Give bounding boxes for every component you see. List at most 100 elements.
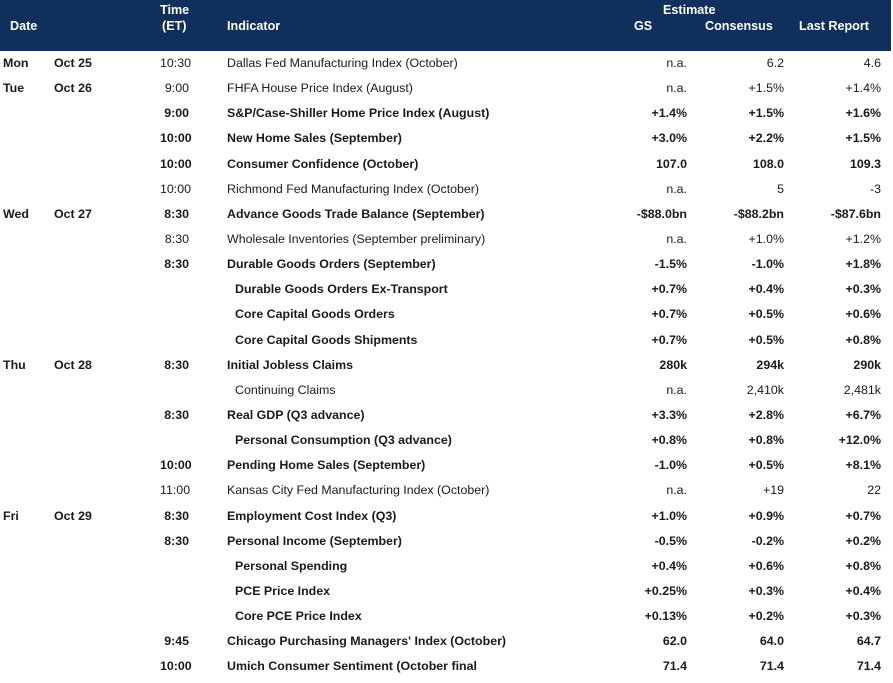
row-consensus: -$88.2bn — [733, 206, 784, 221]
row-indicator: Core Capital Goods Orders — [235, 307, 395, 322]
row-indicator: Employment Cost Index (Q3) — [227, 508, 397, 523]
row-date: Oct 27 — [54, 206, 92, 221]
table-row: 10:00 Richmond Fed Manufacturing Index (O… — [0, 177, 893, 202]
table-row: Fri Oct 29 8:30 Employment Cost Index (Q3) +… — [0, 504, 893, 529]
row-last-report: 2,481k — [843, 382, 881, 397]
row-last-report: +6.7% — [845, 407, 881, 422]
table-row: 8:30 Real GDP (Q3 advance) +3.3% +2.8% +6.7% — [0, 403, 893, 428]
row-indicator: Core Capital Goods Shipments — [235, 332, 418, 347]
row-last-report: +0.4% — [845, 583, 881, 598]
row-gs-estimate: +0.8% — [651, 433, 687, 448]
table-row: 8:30 Wholesale Inventories (September pre… — [0, 227, 893, 252]
row-day: Tue — [3, 81, 25, 96]
row-consensus: +0.4% — [748, 282, 784, 297]
row-time: 10:00 — [160, 659, 192, 674]
row-gs-estimate: 62.0 — [662, 634, 687, 649]
row-consensus: 108.0 — [752, 156, 784, 171]
row-last-report: 22 — [867, 483, 881, 498]
row-consensus: +0.3% — [748, 583, 784, 598]
row-last-report: -$87.6bn — [830, 206, 881, 221]
table-row: Wed Oct 27 8:30 Advance Goods Trade Balance… — [0, 202, 893, 227]
table-row: Durable Goods Orders Ex-Transport +0.7% +0… — [0, 277, 893, 302]
table-row: Continuing Claims n.a. 2,410k 2,481k — [0, 378, 893, 403]
row-time: 9:45 — [164, 634, 189, 649]
row-gs-estimate: +3.0% — [651, 131, 687, 146]
table-row: Core Capital Goods Orders +0.7% +0.5% +0.6% — [0, 302, 893, 327]
header-time-line2: (ET) — [162, 19, 187, 33]
row-consensus: 64.0 — [759, 634, 784, 649]
table-row: 10:00 Consumer Confidence (October) 107.0 1… — [0, 152, 893, 177]
row-indicator: Core PCE Price Index — [235, 609, 362, 624]
row-time: 10:00 — [160, 458, 192, 473]
row-indicator: Dallas Fed Manufacturing Index (October) — [227, 56, 458, 70]
row-indicator: Wholesale Inventories (September prelimi… — [227, 231, 486, 246]
row-time: 8:30 — [164, 231, 189, 246]
row-gs-estimate: n.a. — [666, 181, 687, 196]
row-gs-estimate: 71.4 — [662, 659, 687, 674]
row-last-report: +0.7% — [845, 508, 881, 523]
row-gs-estimate: +0.7% — [651, 332, 687, 347]
row-consensus: +0.5% — [748, 458, 784, 473]
row-last-report: 71.4 — [856, 659, 881, 674]
row-time: 8:30 — [164, 533, 189, 548]
row-gs-estimate: -1.5% — [654, 257, 687, 272]
row-consensus: 6.2 — [766, 56, 784, 70]
row-last-report: +0.6% — [845, 307, 881, 322]
row-time: 8:30 — [164, 407, 189, 422]
header-date: Date — [10, 19, 38, 33]
row-date: Oct 26 — [54, 81, 92, 96]
row-last-report: +0.2% — [845, 533, 881, 548]
row-date: Oct 25 — [54, 56, 92, 70]
table-row: 10:00 New Home Sales (September) +3.0% +2.2… — [0, 126, 893, 151]
header-consensus: Consensus — [705, 19, 773, 33]
row-last-report: +12.0% — [838, 433, 881, 448]
row-time: 8:30 — [164, 257, 189, 272]
row-time: 8:30 — [164, 206, 189, 221]
header-indicator: Indicator — [227, 19, 281, 33]
table-row: 8:30 Personal Income (September) -0.5% -0.2… — [0, 529, 893, 554]
table-header: Date Time (ET) Indicator Estimate GS Con… — [0, 0, 891, 51]
row-gs-estimate: n.a. — [666, 382, 687, 397]
row-last-report: 290k — [853, 357, 881, 372]
row-last-report: +8.1% — [845, 458, 881, 473]
row-last-report: -3 — [869, 181, 881, 196]
row-last-report: +1.5% — [845, 131, 881, 146]
row-consensus: 71.4 — [759, 659, 784, 674]
row-gs-estimate: +0.7% — [651, 282, 687, 297]
row-time: 10:00 — [160, 131, 192, 146]
header-last-report: Last Report — [799, 19, 869, 33]
row-last-report: +1.4% — [845, 81, 881, 96]
row-indicator: Durable Goods Orders (September) — [227, 257, 436, 272]
table-row: Tue Oct 26 9:00 FHFA House Price Index (Aug… — [0, 76, 893, 101]
row-indicator: Personal Consumption (Q3 advance) — [235, 433, 452, 448]
table-row: 10:00 Pending Home Sales (September) -1.0%… — [0, 453, 893, 478]
row-gs-estimate: -0.5% — [654, 533, 687, 548]
row-consensus: +0.5% — [748, 307, 784, 322]
table-body: Mon Oct 25 10:30 Dallas Fed Manufacturing I… — [0, 51, 893, 680]
table-row: Thu Oct 28 8:30 Initial Jobless Claims 280k 2… — [0, 353, 893, 378]
row-time: 9:00 — [164, 106, 189, 121]
row-indicator: S&P/Case-Shiller Home Price Index (Augus… — [227, 106, 490, 121]
row-consensus: +1.5% — [748, 81, 784, 96]
row-gs-estimate: +1.0% — [651, 508, 687, 523]
row-last-report: +0.3% — [845, 609, 881, 624]
row-gs-estimate: +0.13% — [644, 609, 687, 624]
row-date: Oct 29 — [54, 508, 92, 523]
table-row: PCE Price Index +0.25% +0.3% +0.4% — [0, 579, 893, 604]
row-indicator: Personal Spending — [235, 558, 348, 573]
table-row: Core PCE Price Index +0.13% +0.2% +0.3% — [0, 604, 893, 629]
row-indicator: Advance Goods Trade Balance (September) — [227, 206, 485, 221]
row-consensus: +0.6% — [748, 558, 784, 573]
row-time: 10:00 — [160, 181, 192, 196]
row-time: 8:30 — [164, 357, 189, 372]
row-last-report: +0.3% — [845, 282, 881, 297]
row-gs-estimate: n.a. — [666, 56, 687, 70]
row-consensus: +1.0% — [748, 231, 784, 246]
row-day: Fri — [3, 508, 19, 523]
row-indicator: Richmond Fed Manufacturing Index (Octobe… — [227, 181, 480, 196]
table-row: Mon Oct 25 10:30 Dallas Fed Manufacturing I… — [0, 51, 893, 76]
header-estimate: Estimate — [663, 3, 716, 17]
row-time: 10:00 — [160, 156, 192, 171]
row-indicator: Kansas City Fed Manufacturing Index (Oct… — [227, 483, 490, 498]
